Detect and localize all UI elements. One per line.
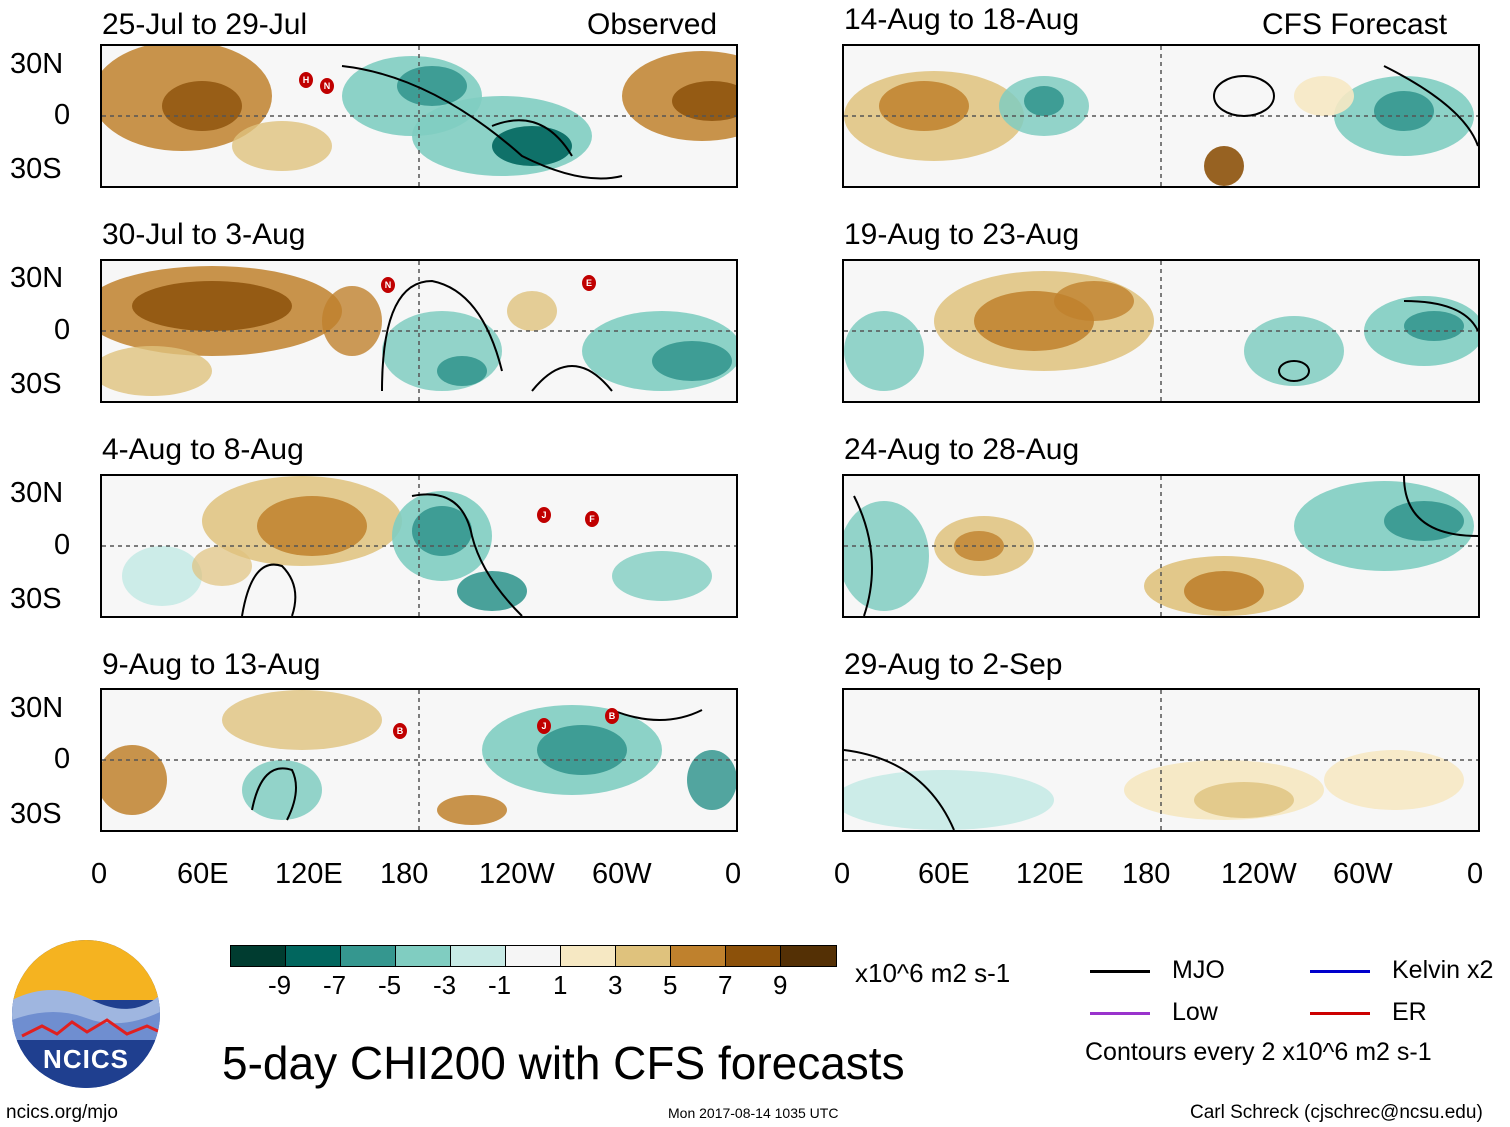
storm-marker: N (381, 277, 395, 293)
main-title: 5-day CHI200 with CFS forecasts (222, 1037, 905, 1089)
observed-map-4 (100, 688, 738, 832)
storm-marker: J (537, 718, 551, 734)
lon-label: 0 (725, 858, 742, 890)
lat-label-0: 0 (54, 99, 71, 131)
lon-label: 120W (1221, 858, 1297, 890)
lon-label: 120E (1016, 858, 1084, 890)
lon-label: 0 (1467, 858, 1484, 890)
footer-timestamp: Mon 2017-08-14 1035 UTC (668, 1105, 839, 1121)
colorbar-swatch (670, 945, 727, 967)
colorbar-tick-label: -7 (323, 970, 347, 1000)
lon-label: 180 (1122, 858, 1171, 890)
observed-panel-3-title: 4-Aug to 8-Aug (102, 433, 304, 466)
forecast-map-3-field (844, 476, 1478, 616)
logo-text: NCICS (43, 1044, 129, 1074)
storm-marker: H (299, 72, 313, 88)
footer-credit: Carl Schreck (cjschrec@ncsu.edu) (1190, 1102, 1483, 1123)
observed-map-3 (100, 474, 738, 618)
forecast-map-3 (842, 474, 1480, 618)
forecast-map-2-field (844, 261, 1478, 401)
colorbar-tick-label: 1 (553, 970, 568, 1000)
lat-label-30s: 30S (10, 583, 62, 615)
legend-low-label: Low (1172, 998, 1218, 1026)
lon-label: 0 (91, 858, 108, 890)
observed-panel-1-title: 25-Jul to 29-Jul (102, 8, 308, 41)
storm-marker: B (393, 723, 407, 739)
storm-marker: J (537, 507, 551, 523)
observed-map-2 (100, 259, 738, 403)
forecast-panel-1-title: 14-Aug to 18-Aug (844, 3, 1080, 36)
forecast-panel-3-title: 24-Aug to 28-Aug (844, 433, 1080, 466)
colorbar-swatch (725, 945, 782, 967)
legend-kelvin-label: Kelvin x2 (1392, 956, 1494, 984)
forecast-panel-4-title: 29-Aug to 2-Sep (844, 648, 1063, 681)
colorbar-swatch (780, 945, 837, 967)
lon-label: 60W (1333, 858, 1393, 890)
colorbar-swatch (230, 945, 287, 967)
forecast-header: CFS Forecast (1262, 8, 1448, 41)
colorbar-swatch (615, 945, 672, 967)
lat-label-30s: 30S (10, 368, 62, 400)
colorbar-tick-label: -9 (268, 970, 292, 1000)
colorbar-swatch (505, 945, 562, 967)
lat-label-0: 0 (54, 314, 71, 346)
legend-er-label: ER (1392, 998, 1427, 1026)
colorbar-tick-label: -1 (488, 970, 512, 1000)
lat-label-0: 0 (54, 529, 71, 561)
legend-mjo-label: MJO (1172, 956, 1225, 984)
ncics-logo: NCICS (12, 940, 160, 1088)
legend-kelvin-line (1310, 970, 1370, 973)
forecast-map-4-field (844, 690, 1478, 830)
legend-er-line (1310, 1012, 1370, 1015)
colorbar-swatch (340, 945, 397, 967)
lat-label-30s: 30S (10, 798, 62, 830)
colorbar-tick-label: 7 (718, 970, 733, 1000)
forecast-map-4 (842, 688, 1480, 832)
legend-low-line (1090, 1012, 1150, 1015)
colorbar-swatch (560, 945, 617, 967)
lon-label: 180 (380, 858, 429, 890)
legend-mjo-line (1090, 970, 1150, 973)
colorbar-tick-label: 9 (773, 970, 788, 1000)
forecast-panel-2-title: 19-Aug to 23-Aug (844, 218, 1080, 251)
observed-map-3-field (102, 476, 736, 616)
lon-label: 60E (177, 858, 229, 890)
footer-url: ncics.org/mjo (6, 1102, 118, 1123)
lat-label-0: 0 (54, 743, 71, 775)
lon-label: 0 (834, 858, 851, 890)
lat-label-30n: 30N (10, 477, 64, 509)
observed-map-4-field (102, 690, 736, 830)
colorbar-units: x10^6 m2 s-1 (855, 958, 1011, 988)
forecast-map-2 (842, 259, 1480, 403)
lon-label: 120E (275, 858, 343, 890)
storm-marker: F (585, 511, 599, 527)
colorbar-tick-label: 5 (663, 970, 678, 1000)
lat-label-30n: 30N (10, 262, 64, 294)
lon-label: 120W (479, 858, 555, 890)
observed-map-2-field (102, 261, 736, 401)
observed-map-1 (100, 44, 738, 188)
observed-panel-2-title: 30-Jul to 3-Aug (102, 218, 306, 251)
observed-panel-4-title: 9-Aug to 13-Aug (102, 648, 321, 681)
storm-marker: E (582, 275, 596, 291)
colorbar-swatch (395, 945, 452, 967)
lat-label-30n: 30N (10, 48, 64, 80)
lon-label: 60E (918, 858, 970, 890)
colorbar-swatch (285, 945, 342, 967)
lat-label-30n: 30N (10, 692, 64, 724)
lon-label: 60W (592, 858, 652, 890)
forecast-map-1 (842, 44, 1480, 188)
storm-marker: N (320, 78, 334, 94)
lat-label-30s: 30S (10, 153, 62, 185)
observed-map-1-field (102, 46, 736, 186)
colorbar-swatch (450, 945, 507, 967)
colorbar-tick-label: 3 (608, 970, 623, 1000)
forecast-map-1-field (844, 46, 1478, 186)
storm-marker: B (605, 708, 619, 724)
observed-header: Observed (587, 8, 718, 41)
colorbar-tick-label: -5 (378, 970, 402, 1000)
colorbar-tick-label: -3 (433, 970, 457, 1000)
legend-contour-note: Contours every 2 x10^6 m2 s-1 (1085, 1038, 1432, 1066)
